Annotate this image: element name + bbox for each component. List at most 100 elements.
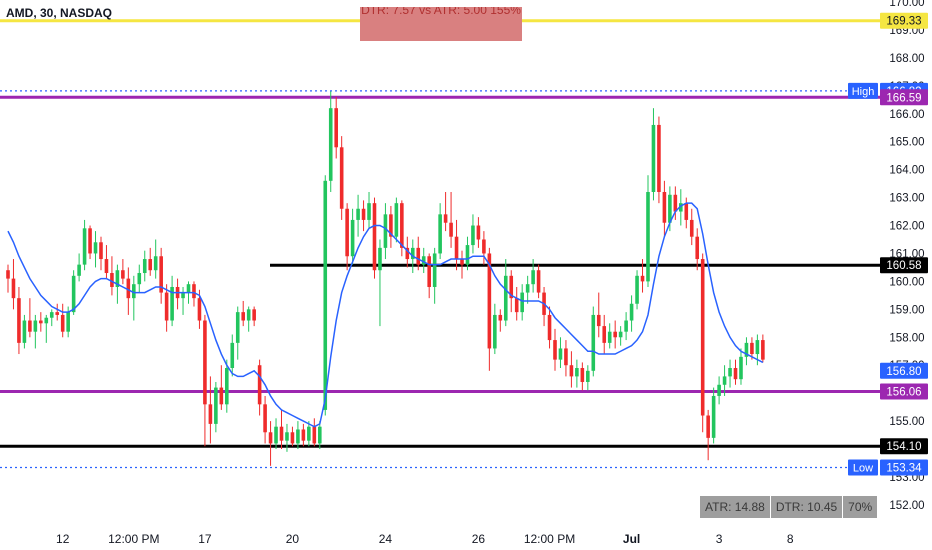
price-tag-label: 156.80 bbox=[886, 366, 921, 378]
atr-info-box: ATR: 14.88 DTR: 10.45 70% bbox=[700, 496, 878, 518]
candle-body bbox=[170, 286, 174, 321]
price-tag-label: 160.58 bbox=[886, 260, 921, 272]
candle-body bbox=[586, 370, 590, 382]
candle-body bbox=[454, 236, 459, 260]
candle-body bbox=[383, 214, 388, 248]
candle-body bbox=[635, 275, 639, 304]
candle-body bbox=[60, 314, 65, 332]
candle-body bbox=[662, 191, 667, 223]
candle-body bbox=[750, 342, 754, 355]
x-tick-label: 20 bbox=[286, 532, 300, 546]
candle-body bbox=[372, 203, 377, 271]
candle-body bbox=[88, 228, 92, 254]
candlestick-series bbox=[6, 91, 765, 466]
level-name-tag bbox=[848, 459, 878, 476]
candle-body bbox=[503, 275, 508, 321]
candle-body bbox=[77, 264, 81, 276]
candle-body bbox=[536, 270, 541, 293]
candle-body bbox=[350, 219, 355, 257]
candle-body bbox=[99, 242, 103, 260]
candle-body bbox=[706, 415, 710, 438]
candle-body bbox=[378, 247, 382, 271]
candle-body bbox=[126, 278, 131, 299]
price-tag bbox=[880, 257, 928, 274]
candle-body bbox=[596, 314, 601, 327]
x-tick-label: 26 bbox=[472, 532, 486, 546]
candle-body bbox=[728, 368, 732, 377]
candle-body bbox=[640, 275, 645, 282]
candle-body bbox=[121, 270, 125, 279]
candle-body bbox=[657, 124, 661, 192]
candle-body bbox=[613, 331, 617, 338]
candle-body bbox=[389, 214, 393, 237]
level-name-tag bbox=[848, 82, 878, 99]
time-axis[interactable]: 12 12:00 PM 17 20 24 26 12:00 PM Jul 3 8 bbox=[56, 532, 794, 546]
candle-body bbox=[110, 273, 114, 287]
candle-body bbox=[761, 340, 765, 360]
candle-body bbox=[744, 342, 749, 357]
candle-body bbox=[39, 320, 43, 324]
candle-body bbox=[263, 404, 267, 433]
candle-body bbox=[487, 253, 492, 349]
y-tick-label: 152.00 bbox=[889, 500, 924, 512]
candle-body bbox=[711, 395, 716, 438]
price-tag bbox=[880, 89, 928, 106]
candle-body bbox=[646, 191, 650, 282]
price-axis[interactable]: 152.00153.00155.00156.00157.00158.00159.… bbox=[889, 0, 924, 512]
candle-body bbox=[449, 222, 453, 237]
candle-body bbox=[531, 270, 535, 285]
candle-body bbox=[482, 239, 486, 254]
candle-body bbox=[394, 203, 399, 237]
candle-body bbox=[438, 214, 442, 254]
candle-body bbox=[569, 365, 574, 377]
candle-body bbox=[689, 219, 694, 237]
candle-body bbox=[558, 348, 563, 360]
candle-body bbox=[285, 432, 289, 441]
y-tick-label: 158.00 bbox=[889, 332, 924, 344]
candle-body bbox=[739, 356, 743, 380]
candle-body bbox=[460, 259, 464, 265]
candle-body bbox=[361, 208, 366, 220]
candle-body bbox=[257, 365, 262, 405]
candle-body bbox=[684, 203, 689, 220]
candle-body bbox=[602, 326, 607, 343]
price-tag-label: 156.06 bbox=[886, 386, 921, 398]
candle-body bbox=[268, 432, 273, 444]
level-name-label: Low bbox=[853, 462, 873, 474]
candle-body bbox=[328, 108, 333, 181]
candle-body bbox=[607, 331, 612, 343]
price-tag bbox=[880, 12, 928, 29]
candle-body bbox=[132, 284, 136, 299]
candle-body bbox=[465, 245, 470, 265]
candle-body bbox=[575, 368, 579, 377]
candle-body bbox=[66, 312, 70, 332]
candle-body bbox=[416, 247, 421, 265]
candle-body bbox=[214, 387, 218, 424]
candle-body bbox=[339, 147, 344, 209]
candle-body bbox=[17, 298, 21, 343]
candle-body bbox=[733, 368, 738, 380]
candle-body bbox=[307, 426, 311, 441]
candle-body bbox=[580, 368, 585, 382]
candle-body bbox=[82, 228, 87, 265]
candle-body bbox=[235, 312, 240, 343]
candle-body bbox=[274, 426, 278, 444]
y-tick-label: 168.00 bbox=[889, 53, 924, 65]
candle-body bbox=[159, 256, 163, 293]
price-tag bbox=[880, 438, 928, 455]
candle-body bbox=[520, 292, 524, 313]
candle-body bbox=[137, 273, 142, 285]
chart-title: AMD, 30, NASDAQ bbox=[6, 6, 113, 20]
y-tick-label: 166.00 bbox=[889, 109, 924, 121]
candle-body bbox=[246, 309, 251, 321]
y-tick-label: 163.00 bbox=[889, 193, 924, 205]
x-tick-label: Jul bbox=[623, 532, 640, 546]
candle-body bbox=[290, 432, 295, 444]
candle-body bbox=[400, 203, 404, 248]
candle-body bbox=[618, 331, 623, 338]
price-tag bbox=[880, 383, 928, 400]
dtr-atr-text: DTR: 7.57 vs ATR: 5.00 155% bbox=[361, 7, 521, 17]
candle-body bbox=[241, 312, 246, 321]
level-name-label: High bbox=[852, 86, 875, 98]
